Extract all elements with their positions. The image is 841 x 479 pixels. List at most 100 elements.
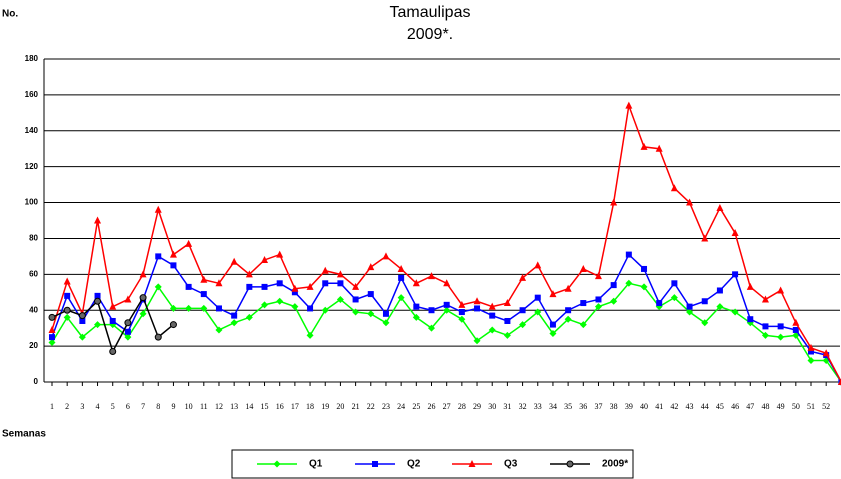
x-tick-label: 44	[701, 402, 709, 411]
data-point	[473, 337, 481, 345]
data-point	[382, 252, 390, 260]
y-tick-label: 160	[25, 90, 39, 99]
data-point	[245, 313, 253, 321]
x-tick-label: 42	[670, 402, 678, 411]
data-point	[489, 312, 496, 319]
data-point	[594, 272, 602, 280]
data-point	[139, 270, 147, 278]
data-point	[200, 304, 208, 312]
data-point	[625, 101, 633, 109]
data-point	[382, 310, 389, 317]
data-point	[670, 294, 678, 302]
data-point	[397, 264, 405, 272]
data-point	[79, 317, 86, 324]
data-point	[78, 333, 86, 341]
data-point	[124, 328, 131, 335]
data-point	[731, 229, 739, 237]
x-tick-label: 2	[65, 402, 69, 411]
data-point	[94, 297, 102, 305]
data-point	[837, 378, 841, 385]
data-point	[565, 307, 572, 314]
data-point	[656, 300, 663, 307]
data-point	[458, 300, 466, 308]
data-point	[352, 308, 360, 316]
data-point	[488, 326, 496, 334]
data-point	[124, 295, 132, 303]
x-tick-label: 30	[488, 402, 496, 411]
data-point	[412, 279, 420, 287]
x-tick-label: 1	[50, 402, 54, 411]
x-tick-label: 34	[549, 402, 557, 411]
data-point	[731, 308, 739, 316]
data-point	[94, 216, 102, 224]
data-point	[519, 307, 526, 314]
data-point	[261, 283, 268, 290]
data-point	[155, 253, 162, 260]
data-point	[49, 334, 55, 341]
data-point	[413, 303, 420, 310]
data-point	[625, 279, 633, 287]
data-point	[367, 310, 375, 318]
data-point	[777, 323, 784, 330]
data-point	[641, 265, 648, 272]
data-point	[170, 262, 177, 269]
x-axis-label: Semanas	[2, 429, 46, 440]
data-point	[336, 270, 344, 278]
x-tick-label: 24	[397, 402, 405, 411]
data-point	[139, 294, 147, 302]
y-tick-label: 20	[29, 341, 38, 350]
x-tick-label: 35	[564, 402, 572, 411]
y-tick-label: 40	[29, 305, 38, 314]
x-tick-label: 13	[230, 402, 238, 411]
data-point	[276, 280, 283, 287]
data-point	[474, 305, 481, 312]
data-point	[412, 313, 420, 321]
data-point	[732, 271, 739, 278]
x-tick-label: 31	[503, 402, 511, 411]
data-point	[534, 308, 542, 316]
data-point	[640, 283, 648, 291]
x-tick-label: 6	[126, 402, 130, 411]
data-point	[549, 330, 557, 338]
x-tick-label: 43	[686, 402, 694, 411]
data-point	[261, 255, 269, 263]
legend-marker	[372, 461, 378, 467]
x-tick-label: 5	[111, 402, 115, 411]
x-tick-label: 48	[761, 402, 769, 411]
data-point	[807, 343, 815, 351]
data-point	[321, 266, 329, 274]
data-point	[398, 274, 405, 281]
data-point	[443, 279, 451, 287]
x-tick-label: 37	[594, 402, 602, 411]
data-point	[276, 250, 284, 258]
series-line	[51, 253, 841, 383]
data-point	[428, 324, 435, 332]
x-tick-label: 29	[473, 402, 481, 411]
x-tick-label: 32	[519, 402, 527, 411]
data-point	[63, 313, 71, 321]
data-point	[504, 317, 511, 324]
data-point	[185, 304, 193, 312]
data-point	[701, 298, 708, 305]
data-point	[610, 282, 617, 289]
x-tick-label: 21	[352, 402, 360, 411]
data-point	[670, 184, 678, 192]
data-point	[337, 280, 344, 287]
data-point	[321, 306, 329, 314]
x-tick-label: 49	[777, 402, 785, 411]
x-tick-label: 26	[428, 402, 436, 411]
x-tick-label: 27	[443, 402, 451, 411]
data-point	[503, 331, 511, 339]
data-point	[580, 300, 587, 307]
data-point	[655, 144, 663, 152]
x-tick-label: 51	[807, 402, 815, 411]
data-point	[276, 297, 284, 305]
data-point	[458, 315, 466, 323]
data-point	[185, 239, 193, 247]
data-point	[701, 319, 709, 327]
data-point	[352, 296, 359, 303]
data-point	[534, 261, 542, 269]
data-point	[169, 321, 177, 329]
data-point	[291, 284, 299, 292]
